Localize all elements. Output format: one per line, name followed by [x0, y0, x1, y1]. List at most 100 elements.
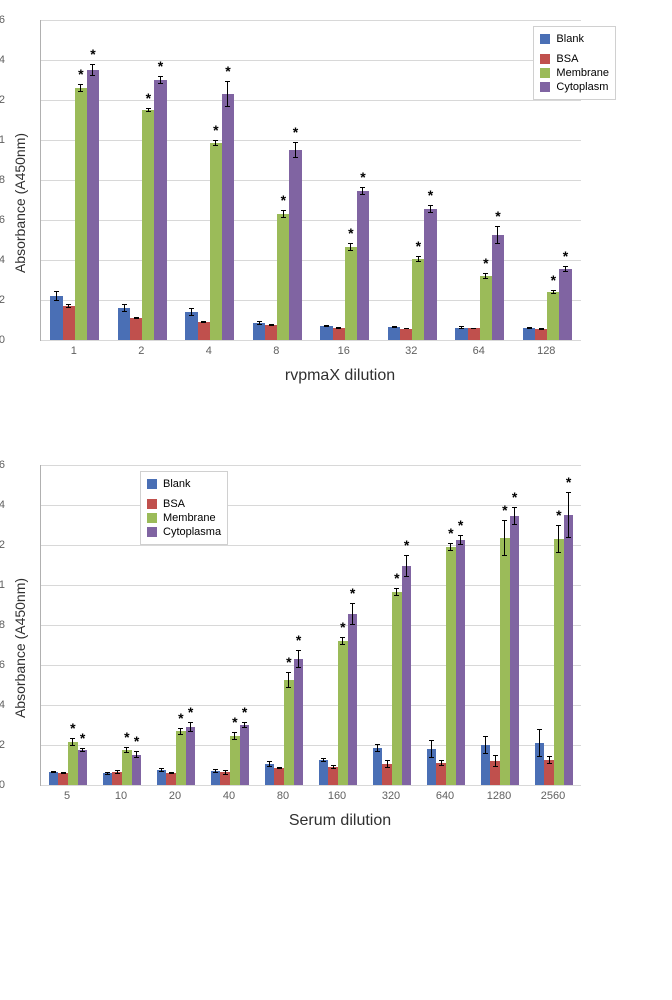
error-bar — [568, 492, 569, 538]
significance-star: * — [296, 632, 301, 648]
bar-blank — [50, 296, 62, 340]
bar-cytoplasm — [186, 727, 196, 785]
bar-cytoplasm — [289, 150, 301, 340]
bar-bsa — [166, 773, 176, 785]
bar-membrane — [446, 547, 456, 785]
error-bar — [387, 760, 388, 768]
legend-swatch-blank — [147, 479, 157, 489]
error-bar — [82, 748, 83, 753]
error-bar — [418, 256, 419, 262]
error-bar — [495, 755, 496, 767]
bar-bsa — [58, 773, 68, 785]
bar-group: ** — [176, 20, 244, 340]
bar-blank — [157, 770, 167, 785]
bar-cytoplasm — [87, 70, 99, 340]
error-bar — [56, 291, 57, 301]
error-bar — [279, 767, 280, 770]
error-bar — [406, 555, 407, 577]
error-bar — [485, 273, 486, 279]
bar-bsa — [400, 329, 412, 340]
bar-cytoplasm — [294, 659, 304, 785]
x-tick-label: 80 — [277, 790, 289, 802]
bar-cytoplasm — [559, 269, 571, 340]
significance-star: * — [281, 192, 286, 208]
legend-item-bsa: BSA — [540, 53, 609, 65]
significance-star: * — [70, 720, 75, 736]
error-bar — [160, 76, 161, 85]
significance-star: * — [213, 122, 218, 138]
error-bar — [215, 140, 216, 146]
legend-swatch-cytoplasm — [147, 527, 157, 537]
error-bar — [350, 243, 351, 250]
bars: **************** — [41, 20, 581, 340]
x-tick-label: 320 — [382, 790, 400, 802]
error-bar — [227, 81, 228, 107]
legend-item-cytoplasm: Cytoplasm — [540, 81, 609, 93]
error-bar — [529, 327, 530, 329]
bar-membrane — [142, 110, 154, 340]
error-bar — [323, 758, 324, 763]
error-bar — [215, 769, 216, 774]
legend: BlankBSAMembraneCytoplasma — [140, 471, 228, 545]
significance-star: * — [188, 704, 193, 720]
error-bar — [80, 84, 81, 92]
bar-bsa — [198, 322, 210, 340]
error-bar — [136, 317, 137, 319]
error-bar — [333, 765, 334, 769]
y-tick-label: 0.6 — [0, 659, 5, 671]
x-tick-row: 51020408016032064012802560 — [40, 786, 580, 808]
bar-group: ** — [41, 20, 109, 340]
bar-bsa — [112, 772, 122, 785]
x-tick-row: 1248163264128 — [40, 341, 580, 363]
error-bar — [514, 507, 515, 525]
legend-swatch-blank — [540, 34, 550, 44]
error-bar — [288, 672, 289, 688]
bar-blank — [319, 760, 329, 785]
legend-swatch-bsa — [147, 499, 157, 509]
significance-star: * — [340, 619, 345, 635]
y-tick-label: 1.6 — [0, 14, 5, 26]
error-bar — [549, 756, 550, 765]
error-bar — [53, 771, 54, 773]
legend: BlankBSAMembraneCytoplasm — [533, 26, 616, 100]
bar-cytoplasm — [357, 191, 369, 340]
bar-membrane — [68, 742, 78, 785]
x-tick-label: 16 — [338, 345, 350, 357]
error-bar — [68, 304, 69, 308]
bar-blank — [49, 772, 59, 785]
error-bar — [565, 266, 566, 272]
bar-bsa — [436, 763, 446, 785]
x-tick-label: 4 — [206, 345, 212, 357]
bars: ******************** — [41, 465, 581, 785]
bar-cytoplasm — [402, 566, 412, 785]
bar-bsa — [468, 328, 480, 340]
significance-star: * — [158, 58, 163, 74]
y-tick-label: 0.2 — [0, 739, 5, 751]
bar-cytoplasm — [492, 235, 504, 340]
significance-star: * — [495, 208, 500, 224]
legend-item-membrane: Membrane — [540, 67, 609, 79]
bar-cytoplasm — [510, 516, 520, 785]
bar-membrane — [547, 292, 559, 340]
error-bar — [171, 772, 172, 774]
bar-group: ** — [473, 465, 527, 785]
bar-cytoplasm — [424, 209, 436, 340]
y-tick-label: 0 — [0, 334, 5, 346]
bar-blank — [185, 312, 197, 340]
bar-group: ** — [365, 465, 419, 785]
error-bar — [191, 308, 192, 316]
bar-group: ** — [244, 20, 312, 340]
bar-membrane — [176, 731, 186, 785]
legend-label: BSA — [163, 498, 185, 510]
significance-star: * — [458, 517, 463, 533]
bar-membrane — [277, 214, 289, 340]
error-bar — [180, 728, 181, 735]
significance-star: * — [242, 704, 247, 720]
error-bar — [485, 736, 486, 754]
x-tick-label: 2560 — [541, 790, 565, 802]
bar-group: ** — [311, 20, 379, 340]
bar-group: ** — [379, 20, 447, 340]
bar-group: ** — [311, 465, 365, 785]
significance-star: * — [124, 729, 129, 745]
significance-star: * — [448, 525, 453, 541]
